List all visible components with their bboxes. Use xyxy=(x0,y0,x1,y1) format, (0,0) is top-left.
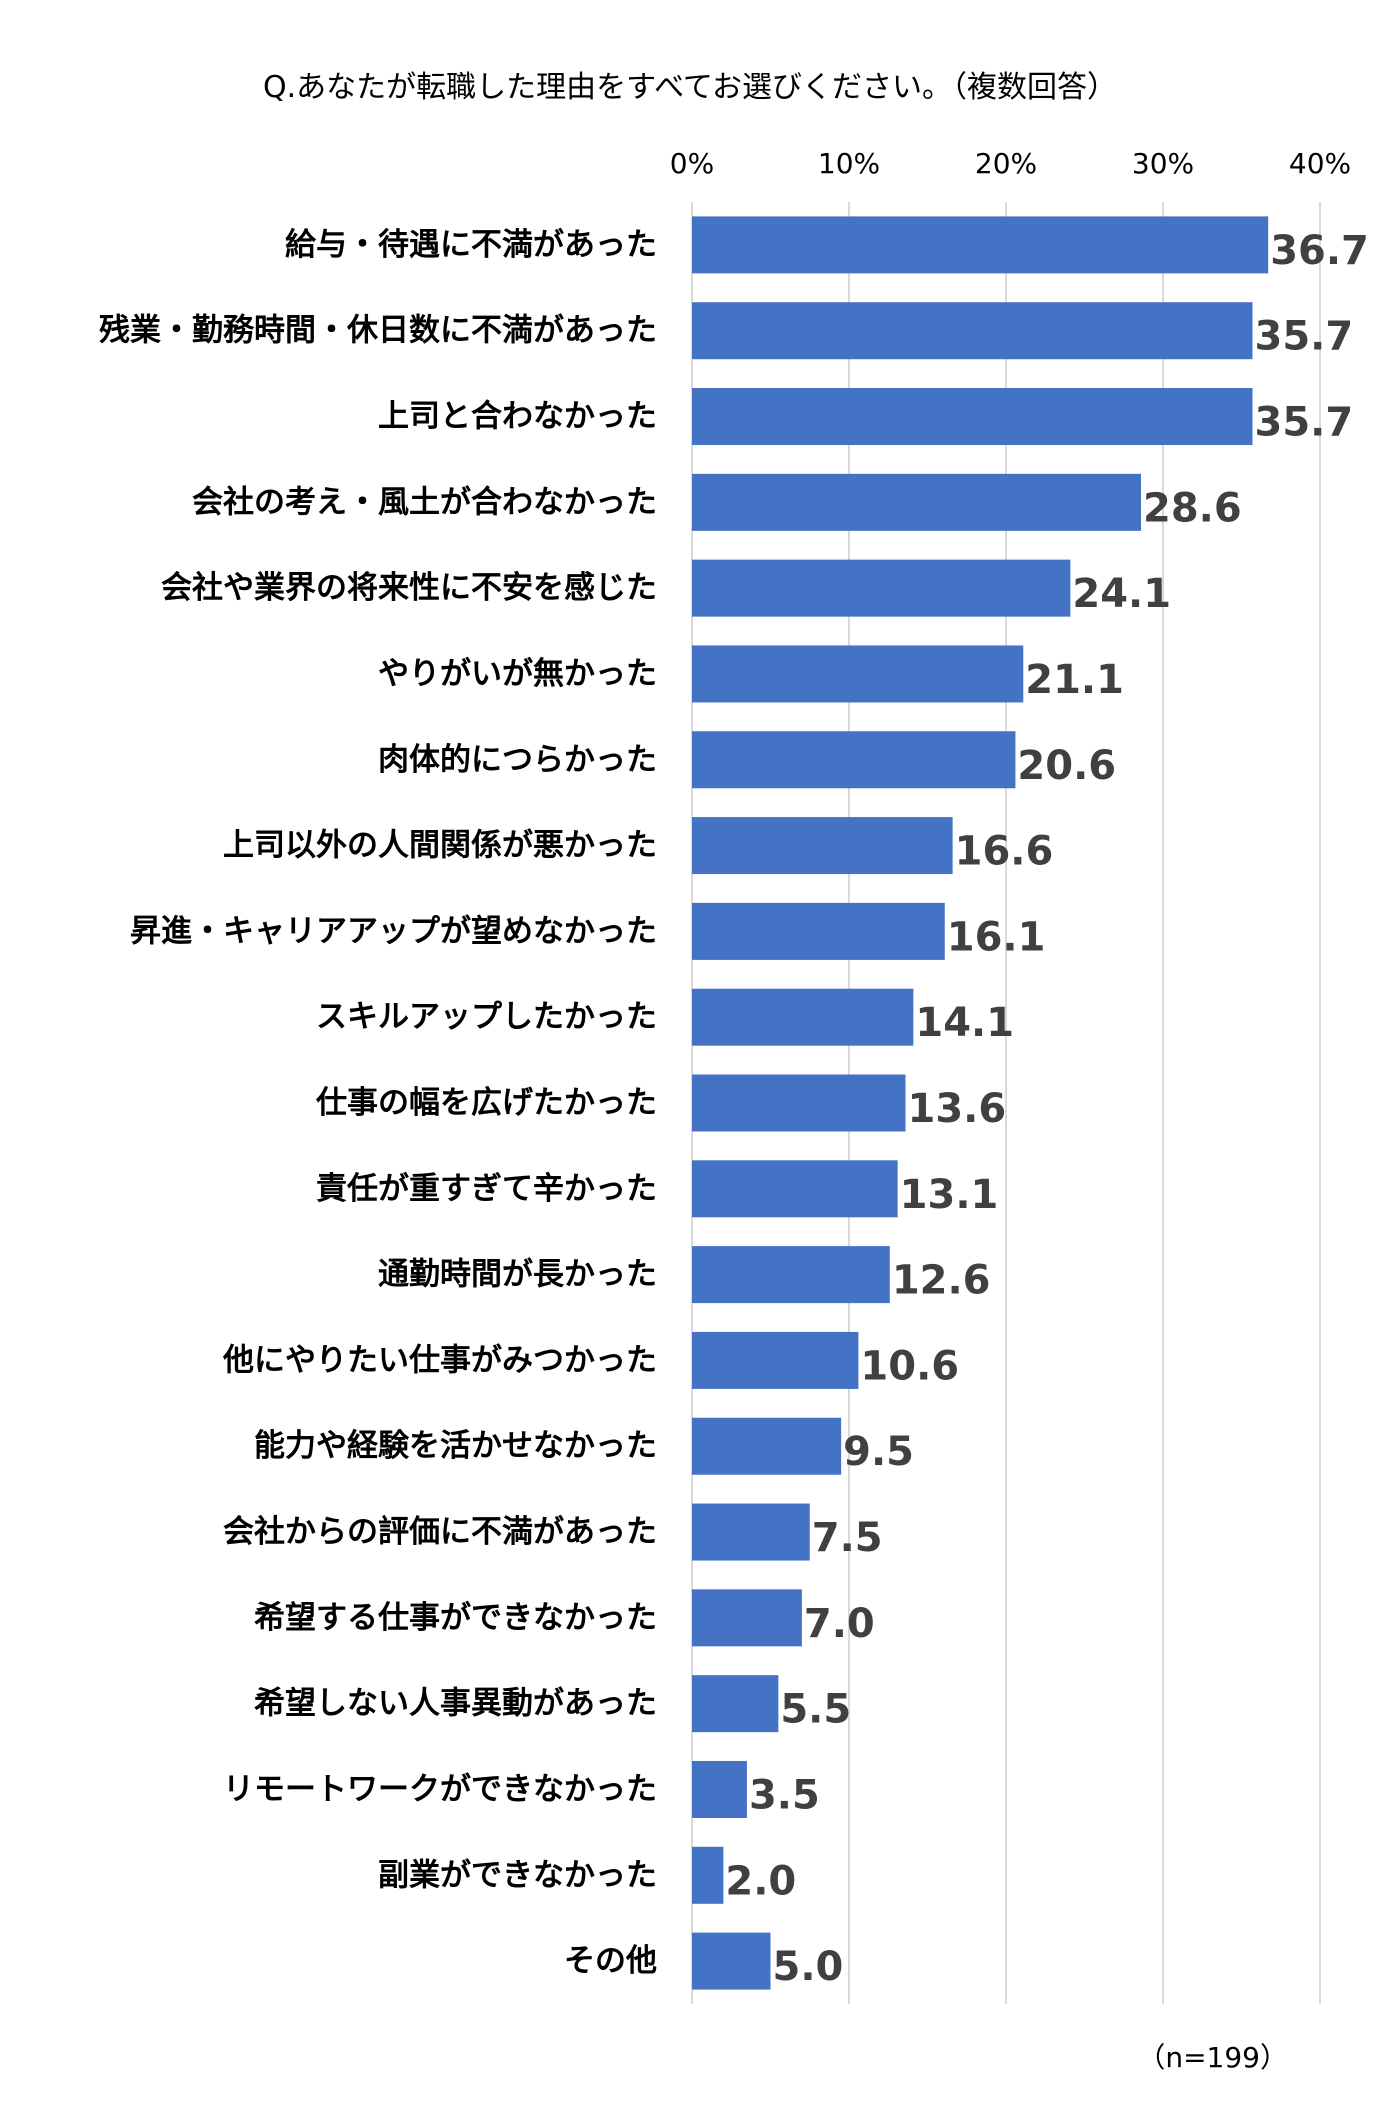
x-tick-label: 10% xyxy=(818,147,880,180)
bar xyxy=(692,645,1024,703)
bar xyxy=(692,1246,890,1304)
bar xyxy=(692,1932,771,1990)
x-axis-ticks: 0% 10% 20% 30% 40% xyxy=(670,147,1351,180)
value-label: 21.1 xyxy=(1025,657,1124,703)
value-label: 3.5 xyxy=(749,1772,820,1818)
value-label: 13.6 xyxy=(908,1086,1007,1132)
value-label: 13.1 xyxy=(900,1172,999,1218)
bar xyxy=(692,473,1142,531)
value-label: 16.6 xyxy=(955,829,1054,875)
category-label: 希望しない人事異動があった xyxy=(254,1686,657,1722)
bar xyxy=(692,817,953,875)
bar xyxy=(692,1074,906,1132)
value-label: 20.6 xyxy=(1017,743,1116,789)
category-label: 会社からの評価に不満があった xyxy=(223,1514,657,1550)
value-label: 9.5 xyxy=(843,1429,914,1475)
category-label: 通勤時間が長かった xyxy=(378,1257,657,1293)
value-label: 28.6 xyxy=(1143,485,1242,531)
category-label: 希望する仕事ができなかった xyxy=(254,1600,657,1636)
category-label: その他 xyxy=(564,1943,657,1979)
category-label: 他にやりたい仕事がみつかった xyxy=(222,1342,657,1378)
category-label: 副業ができなかった xyxy=(378,1857,657,1893)
chart-title: Q.あなたが転職した理由をすべてお選びください。（複数回答） xyxy=(263,70,1117,105)
value-label: 7.0 xyxy=(804,1601,875,1647)
category-label: 肉体的につらかった xyxy=(378,742,657,778)
bar xyxy=(692,1417,842,1475)
value-label: 35.7 xyxy=(1254,314,1353,360)
category-label: やりがいが無かった xyxy=(378,656,657,692)
category-label: スキルアップしたかった xyxy=(316,999,657,1035)
sample-size-note: （n=199） xyxy=(1137,2041,1288,2074)
bar xyxy=(692,988,914,1046)
bar xyxy=(692,1760,747,1818)
bar xyxy=(692,1503,810,1561)
bar xyxy=(692,1331,859,1389)
category-label: 仕事の幅を広げたかった xyxy=(316,1085,657,1121)
value-label: 16.1 xyxy=(947,914,1046,960)
category-label: 昇進・キャリアアップが望めなかった xyxy=(130,913,657,949)
value-label: 2.0 xyxy=(725,1858,796,1904)
value-label: 7.5 xyxy=(812,1515,883,1561)
category-labels: 給与・待遇に不満があった残業・勤務時間・休日数に不満があった上司と合わなかった会… xyxy=(99,227,657,1979)
category-label: 会社や業界の将来性に不安を感じた xyxy=(161,570,657,606)
category-label: 責任が重すぎて辛かった xyxy=(316,1171,657,1207)
value-label: 35.7 xyxy=(1254,400,1353,446)
bar xyxy=(692,388,1253,446)
x-tick-label: 0% xyxy=(670,147,714,180)
x-tick-label: 40% xyxy=(1289,147,1351,180)
category-label: 残業・勤務時間・休日数に不満があった xyxy=(99,313,657,349)
value-label: 10.6 xyxy=(860,1343,959,1389)
value-label: 5.0 xyxy=(773,1944,844,1990)
category-label: 上司以外の人間関係が悪かった xyxy=(223,828,657,864)
x-tick-label: 20% xyxy=(975,147,1037,180)
bar xyxy=(692,302,1253,360)
bar xyxy=(692,1160,898,1218)
bar xyxy=(692,1846,724,1904)
category-label: 会社の考え・風土が合わなかった xyxy=(192,484,657,520)
bar xyxy=(692,902,945,960)
bar xyxy=(692,1675,779,1733)
category-label: リモートワークができなかった xyxy=(223,1771,657,1807)
bar xyxy=(692,216,1269,274)
value-label: 14.1 xyxy=(915,1000,1014,1046)
category-label: 上司と合わなかった xyxy=(378,399,657,435)
bar xyxy=(692,731,1016,789)
value-labels: 36.7 35.7 35.7 28.6 24.1 21.1 20.6 16.6 16.1 14.1… xyxy=(725,228,1368,1990)
bar xyxy=(692,1589,802,1647)
bar xyxy=(692,559,1071,617)
x-tick-label: 30% xyxy=(1132,147,1194,180)
value-label: 36.7 xyxy=(1270,228,1369,274)
bars xyxy=(692,216,1269,1990)
value-label: 12.6 xyxy=(892,1258,991,1304)
category-label: 能力や経験を活かせなかった xyxy=(254,1428,657,1464)
category-label: 給与・待遇に不満があった xyxy=(285,227,657,263)
value-label: 5.5 xyxy=(780,1687,851,1733)
value-label: 24.1 xyxy=(1072,571,1171,617)
